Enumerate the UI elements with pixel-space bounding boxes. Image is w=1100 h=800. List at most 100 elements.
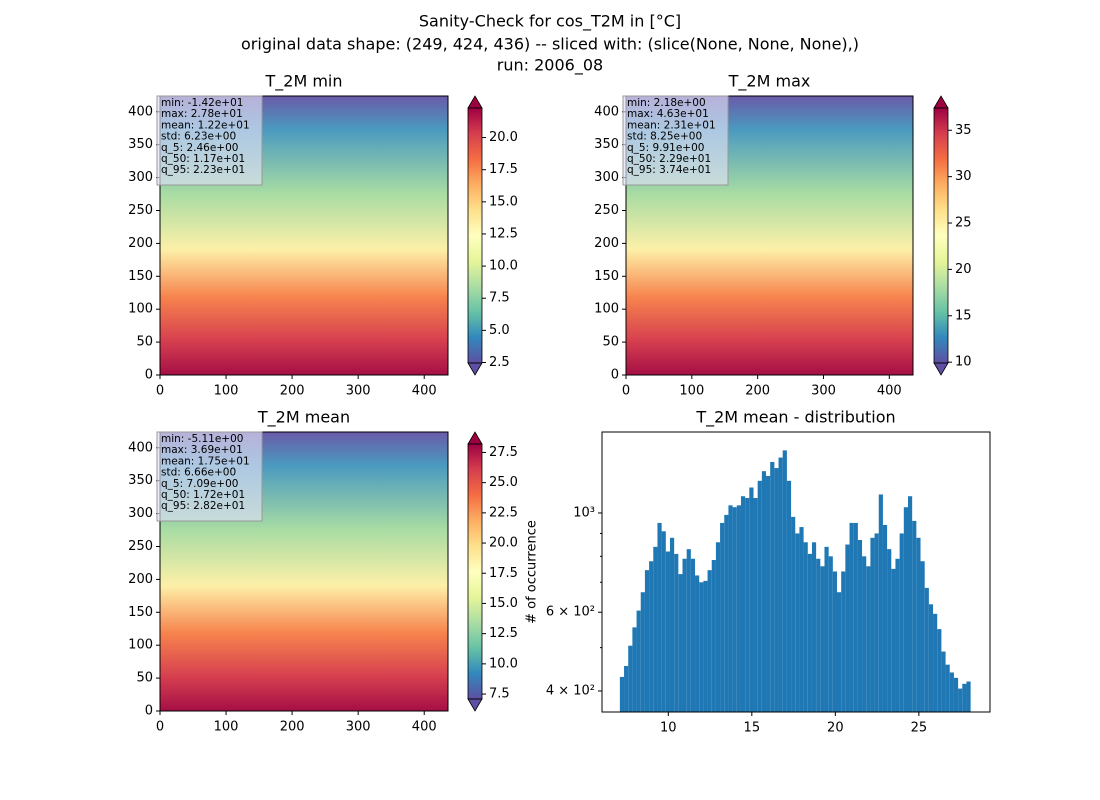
- bar: [640, 592, 645, 712]
- bar: [945, 664, 950, 712]
- colorbar: [468, 444, 482, 699]
- y-tick-label: 10³: [573, 505, 595, 520]
- bar: [686, 549, 691, 712]
- x-tick-label: 400: [412, 384, 437, 399]
- bar: [703, 580, 708, 712]
- bar: [820, 566, 825, 712]
- bar: [774, 468, 779, 712]
- bar: [874, 533, 879, 712]
- y-tick-label: 50: [602, 335, 619, 350]
- stats-line: std: 6.66e+00: [161, 467, 236, 479]
- y-tick-label: 200: [128, 572, 153, 587]
- x-tick-label: 0: [156, 720, 164, 735]
- bar: [807, 553, 812, 712]
- x-tick-label: 400: [412, 720, 437, 735]
- bar: [715, 542, 721, 712]
- y-tick-label: 100: [128, 302, 153, 317]
- stats-line: std: 8.25e+00: [627, 131, 702, 143]
- stats-box: [622, 95, 729, 186]
- y-tick-label: 350: [128, 473, 153, 488]
- x-tick-label: 100: [214, 384, 239, 399]
- x-tick-label: 300: [346, 720, 371, 735]
- stats-line: mean: 2.31e+01: [627, 119, 716, 131]
- bar: [811, 542, 817, 712]
- stats-box: [156, 95, 263, 186]
- bar: [736, 505, 741, 712]
- bar: [832, 571, 838, 712]
- colorbar-tick-label: 17.5: [489, 162, 518, 177]
- bar: [870, 537, 875, 712]
- suptitle: run: 2006_08: [497, 56, 603, 76]
- bar: [745, 498, 750, 712]
- y-tick-label: 300: [128, 506, 153, 521]
- bar: [803, 542, 808, 712]
- bar: [878, 494, 883, 712]
- colorbar: [934, 108, 948, 363]
- y-tick-label: 150: [128, 605, 153, 620]
- y-tick-label: 350: [594, 137, 619, 152]
- bar: [841, 571, 846, 712]
- x-tick-label: 400: [877, 384, 902, 399]
- stats-line: q_50: 1.17e+01: [161, 153, 245, 165]
- x-tick-label: 100: [214, 720, 239, 735]
- bar: [778, 457, 783, 712]
- colorbar-tick-label: 20.0: [489, 130, 518, 145]
- x-tick-label: 0: [156, 384, 164, 399]
- colorbar-tick-label: 15.0: [489, 596, 518, 611]
- y-tick-label: 0: [611, 368, 619, 383]
- colorbar-tick-label: 10.0: [489, 656, 518, 671]
- colorbar-tick-label: 35: [955, 123, 972, 138]
- stats-line: q_50: 2.29e+01: [627, 153, 711, 165]
- y-tick-label: 250: [128, 539, 153, 554]
- colorbar-tick-label: 15.0: [489, 194, 518, 209]
- y-tick-label: 400: [128, 104, 153, 119]
- x-tick-label: 300: [811, 384, 836, 399]
- bar: [678, 574, 683, 712]
- suptitle: Sanity-Check for cos_T2M in [°C]: [419, 12, 681, 32]
- bar: [628, 645, 633, 712]
- bar: [728, 505, 733, 712]
- colorbar: [468, 108, 482, 363]
- bar: [674, 553, 679, 712]
- bar: [665, 551, 670, 712]
- bar: [795, 533, 800, 712]
- y-tick-label: 0: [145, 368, 153, 383]
- bar: [786, 480, 792, 712]
- bar: [682, 558, 687, 712]
- bar: [882, 524, 888, 712]
- y-tick-label: 350: [128, 137, 153, 152]
- bar: [740, 496, 746, 712]
- axes-title: T_2M min: [264, 72, 342, 92]
- bar: [732, 507, 737, 712]
- y-tick-label: 400: [594, 104, 619, 119]
- stats-line: min: -5.11e+00: [161, 433, 243, 445]
- bar: [933, 613, 938, 712]
- y-tick-label: 250: [128, 203, 153, 218]
- colorbar-tick-label: 25: [955, 216, 972, 231]
- y-tick-label: 50: [136, 335, 153, 350]
- bar: [824, 546, 829, 712]
- bar: [912, 520, 917, 712]
- colorbar-tick-label: 10.0: [489, 259, 518, 274]
- bar: [891, 568, 896, 712]
- axes-frame: [625, 95, 914, 376]
- bar: [669, 537, 675, 712]
- bar: [845, 544, 850, 712]
- bar: [757, 480, 762, 712]
- bar: [624, 665, 629, 712]
- y-tick-label: 100: [594, 302, 619, 317]
- y-tick-label: 250: [594, 203, 619, 218]
- bar: [920, 561, 925, 712]
- x-tick-label: 100: [679, 384, 704, 399]
- bar: [941, 651, 946, 712]
- y-tick-label: 150: [594, 269, 619, 284]
- colorbar-tick-label: 20.0: [489, 536, 518, 551]
- stats-line: mean: 1.22e+01: [161, 119, 250, 131]
- stats-line: min: 2.18e+00: [627, 97, 706, 109]
- bar: [632, 627, 637, 712]
- colorbar-tick-label: 27.5: [489, 445, 518, 460]
- stats-line: q_5: 9.91e+00: [627, 142, 704, 154]
- bar: [966, 681, 971, 712]
- bar: [907, 496, 913, 712]
